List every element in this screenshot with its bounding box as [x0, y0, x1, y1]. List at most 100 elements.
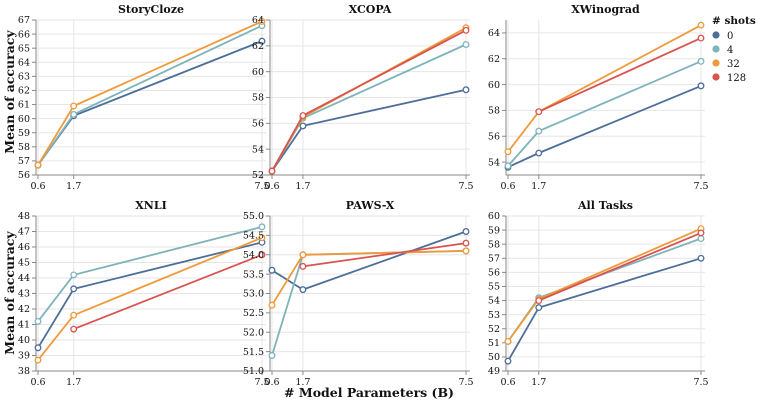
x-tick-label: 0.6 [500, 181, 515, 192]
data-point-128 [535, 297, 543, 304]
series-line-4 [507, 237, 702, 342]
series-line-32 [37, 20, 263, 166]
data-point-32 [258, 234, 266, 242]
y-tick-label: 45 [18, 258, 30, 269]
chart-title: XNLI [135, 199, 166, 212]
panels: StoryCloze 56 57 58 59 60 61 62 63 64 65 66 67 0.6 1.7… [18, 3, 709, 388]
chart-panel: XCOPA 52 54 56 58 60 62 64 0.6 1.7 7.5 [252, 3, 474, 192]
legend-label-32: 32 [727, 59, 740, 70]
y-tick-label: 53.0 [243, 289, 264, 300]
chart-title: StoryCloze [118, 3, 184, 16]
y-tick-label: 52.0 [243, 327, 264, 338]
y-tick-label: 58 [252, 93, 264, 104]
x-tick-label: 1.7 [295, 181, 310, 192]
data-point-32 [34, 356, 42, 364]
x-tick-label: 0.6 [30, 377, 45, 388]
data-point-32 [70, 311, 78, 319]
data-point-128 [535, 108, 543, 116]
x-tick-label: 7.5 [458, 181, 473, 192]
x-tick-label: 0.6 [30, 181, 45, 192]
x-tick-label: 0.6 [500, 377, 515, 388]
series-line-0 [37, 241, 263, 349]
y-tick-label: 51.0 [243, 366, 264, 377]
y-tick-label: 59 [488, 225, 500, 236]
data-point-4 [697, 235, 705, 242]
y-tick-label: 54.0 [243, 250, 264, 261]
y-tick-label: 60 [488, 80, 500, 91]
y-tick-label: 62 [488, 54, 500, 65]
y-tick-label: 66 [18, 29, 30, 40]
legend-swatch-32 [712, 59, 720, 67]
y-tick-label: 54 [488, 157, 500, 168]
series-line-128 [538, 232, 702, 302]
y-tick-label: 39 [18, 351, 30, 362]
data-point-0 [504, 357, 512, 365]
y-tick-label: 57 [18, 156, 30, 167]
data-point-4 [268, 352, 276, 359]
y-tick-label: 64 [488, 28, 500, 39]
y-tick-label: 67 [18, 15, 30, 26]
y-tick-label: 52 [488, 324, 500, 335]
series-line-128 [302, 242, 467, 268]
y-tick-label: 51.5 [243, 347, 264, 358]
chart-panel: XNLI 38 39 40 41 42 43 44 45 46 47 48 0.6 1.7 7.5 [18, 199, 270, 388]
x-tick-label: 7.5 [254, 377, 269, 388]
y-tick-label: 40 [18, 335, 30, 346]
series-line-4 [37, 24, 263, 166]
y-tick-label: 56 [18, 170, 30, 181]
y-tick-label: 57 [488, 253, 500, 264]
y-tick-label: 47 [18, 227, 30, 238]
series-line-4 [271, 43, 467, 172]
data-point-0 [70, 285, 78, 293]
data-point-128 [299, 112, 307, 120]
data-point-4 [70, 110, 78, 118]
y-tick-label: 38 [18, 366, 30, 377]
data-point-32 [34, 161, 42, 169]
y-tick-label: 65 [18, 43, 30, 54]
legend-swatch-128 [712, 73, 720, 81]
legend-title: # shots [712, 15, 756, 27]
series-line-128 [73, 253, 263, 330]
data-point-4 [535, 127, 543, 135]
y-tick-label: 42 [18, 304, 30, 315]
data-point-128 [462, 26, 470, 34]
x-tick-label: 0.6 [264, 181, 279, 192]
y-tick-label: 56 [488, 131, 500, 142]
data-point-0 [462, 228, 470, 235]
legend-label-0: 0 [727, 31, 733, 42]
legend-swatch-0 [712, 31, 720, 39]
data-point-0 [268, 266, 276, 274]
chart-title: XWinograd [571, 3, 640, 16]
y-tick-label: 52.5 [243, 308, 264, 319]
x-tick-label: 7.5 [458, 377, 473, 388]
data-point-32 [462, 247, 470, 255]
y-tick-label: 53.5 [243, 269, 264, 280]
y-tick-label: 59 [18, 128, 30, 139]
x-tick-label: 1.7 [295, 377, 310, 388]
chart-panel: XWinograd 54 56 58 60 62 64 0.6 1.7 7.5 [488, 3, 709, 192]
x-tick-label: 0.6 [264, 377, 279, 388]
y-tick-label: 43 [18, 289, 30, 300]
data-point-0 [462, 86, 470, 94]
x-tick-label: 1.7 [66, 181, 81, 192]
data-point-32 [268, 301, 276, 309]
data-point-4 [258, 223, 266, 231]
data-point-4 [70, 271, 78, 279]
chart-panel: StoryCloze 56 57 58 59 60 61 62 63 64 65 66 67 0.6 1.7… [18, 3, 270, 192]
chart-panel: PAWS-X 51.0 51.5 52.0 52.5 53.0 53.5 54.0 54.5 55… [243, 199, 474, 388]
data-point-0 [299, 286, 307, 294]
y-tick-label: 64 [252, 15, 264, 26]
y-tick-label: 51 [488, 338, 500, 349]
data-point-4 [462, 41, 470, 48]
data-point-128 [299, 262, 307, 270]
y-tick-label: 46 [18, 242, 30, 253]
y-tick-label: 58 [488, 239, 500, 250]
y-tick-label: 58 [18, 142, 30, 153]
legend-swatch-4 [712, 45, 720, 53]
data-point-0 [535, 149, 543, 157]
y-tick-label: 61 [18, 100, 30, 111]
chart-title: XCOPA [349, 3, 392, 16]
data-point-128 [268, 167, 276, 175]
y-tick-label: 63 [18, 72, 30, 83]
x-tick-label: 7.5 [693, 181, 708, 192]
